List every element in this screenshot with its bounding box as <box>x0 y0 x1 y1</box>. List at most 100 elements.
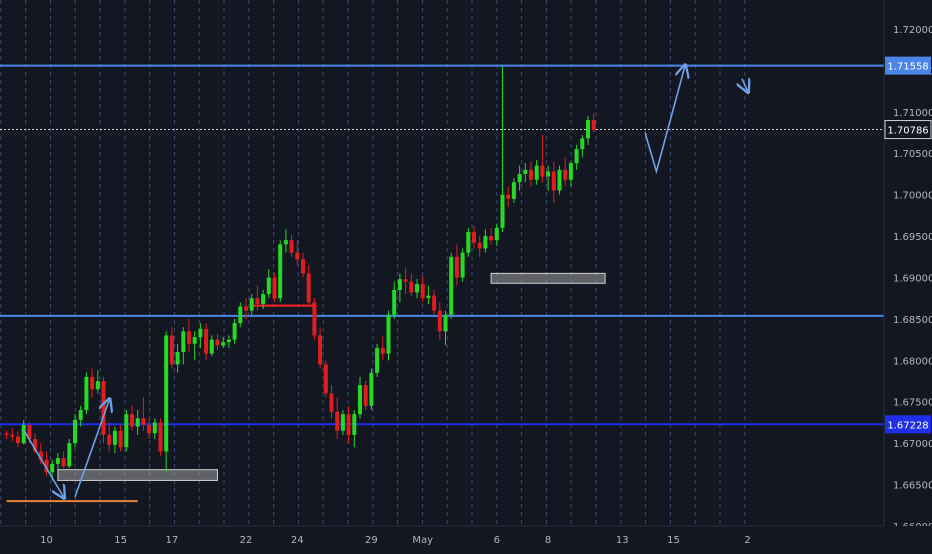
candle-body <box>506 194 511 199</box>
candle-body <box>306 273 311 303</box>
candle-body <box>409 281 414 293</box>
candle-body <box>375 347 380 373</box>
candle-body <box>118 430 123 448</box>
candle-body <box>38 451 43 460</box>
candle-body <box>209 339 214 354</box>
candle-body <box>363 385 368 406</box>
candle-body <box>397 279 402 290</box>
price-tick-label: 1.72000 <box>893 25 932 36</box>
candle-body <box>221 342 226 346</box>
candle-body <box>55 458 60 464</box>
price-tick-label: 1.68000 <box>893 356 932 367</box>
candle-body <box>152 422 157 434</box>
candle-body <box>226 339 231 343</box>
candle-body <box>147 424 152 434</box>
candle-body <box>112 430 117 445</box>
time-tick-label: 24 <box>291 535 304 546</box>
candle-body <box>27 424 32 440</box>
candle-body <box>272 277 277 299</box>
candle-body <box>90 376 95 390</box>
candle-body <box>432 295 437 311</box>
candle-body <box>494 227 499 241</box>
candle-body <box>67 443 72 467</box>
candle-body <box>124 414 129 448</box>
price-tick-label: 1.70000 <box>893 191 932 202</box>
candle-body <box>164 335 169 452</box>
level-layer <box>0 64 884 503</box>
candle-body <box>563 169 568 180</box>
candle-body <box>255 298 260 305</box>
time-tick-label: 15 <box>114 535 127 546</box>
candle-body <box>551 171 556 191</box>
candle-body <box>386 314 391 354</box>
candle-body <box>557 169 562 191</box>
candle-body <box>192 337 197 344</box>
candle-body <box>534 165 539 180</box>
candle-body <box>215 339 220 346</box>
badge-layer: 1.71558 1.67228 1.70786 <box>884 56 932 434</box>
price-level-badge-text: 1.71558 <box>887 62 928 73</box>
candle-body <box>244 306 248 311</box>
candle-body <box>295 252 300 260</box>
candle-body <box>489 236 494 241</box>
price-tick-label: 1.71000 <box>893 108 932 119</box>
candle-body <box>352 414 357 435</box>
candle-body <box>141 418 146 425</box>
candle-body <box>483 236 488 249</box>
candle-body <box>283 240 288 245</box>
candle-body <box>95 381 100 390</box>
time-tick-label: 2 <box>744 535 750 546</box>
current-price-badge-text: 1.70786 <box>887 126 928 137</box>
candle-body <box>135 418 140 427</box>
time-tick-label: 6 <box>494 535 500 546</box>
candle-body <box>369 372 374 406</box>
candle-body <box>426 295 431 299</box>
candle-body <box>500 194 505 228</box>
arrow-layer <box>23 66 748 498</box>
candle-body <box>130 414 134 427</box>
candle-body <box>437 310 442 332</box>
candle-body <box>392 289 397 315</box>
candle-body <box>403 279 408 282</box>
candle-body <box>44 459 49 473</box>
candle-body <box>523 169 528 174</box>
candle-body <box>78 410 83 420</box>
candle-body <box>16 436 20 444</box>
candle-body <box>312 302 317 336</box>
time-tick-label: 29 <box>365 535 378 546</box>
candle-body <box>232 323 237 340</box>
candle-body <box>84 376 89 411</box>
support-zone-rect <box>490 272 606 284</box>
candle-layer <box>4 66 596 481</box>
candle-body <box>568 163 573 180</box>
price-level-badge-text: 1.67228 <box>887 420 928 431</box>
candle-body <box>158 422 163 452</box>
candle-body <box>415 284 419 293</box>
time-axis-panel <box>0 526 932 550</box>
price-tick-label: 1.69000 <box>893 273 932 284</box>
candle-body <box>449 256 454 315</box>
candle-body <box>289 240 294 253</box>
candle-body <box>301 259 305 274</box>
time-tick-label: 8 <box>545 535 551 546</box>
candle-body <box>472 231 476 243</box>
candle-body <box>546 171 551 177</box>
candle-body <box>10 434 15 437</box>
price-axis-panel <box>884 0 932 550</box>
candle-body <box>187 331 191 344</box>
candle-body <box>4 433 9 435</box>
candle-body <box>420 284 425 299</box>
candle-body <box>61 458 66 467</box>
price-level-badge <box>885 56 931 75</box>
candle-body <box>107 434 112 445</box>
candle-body <box>73 419 77 444</box>
candle-body <box>460 252 465 278</box>
price-tick-label: 1.67000 <box>893 439 932 450</box>
candle-body <box>466 231 471 253</box>
candle-body <box>574 149 579 164</box>
projection-arrow <box>23 429 64 497</box>
projection-arrow <box>74 400 109 498</box>
